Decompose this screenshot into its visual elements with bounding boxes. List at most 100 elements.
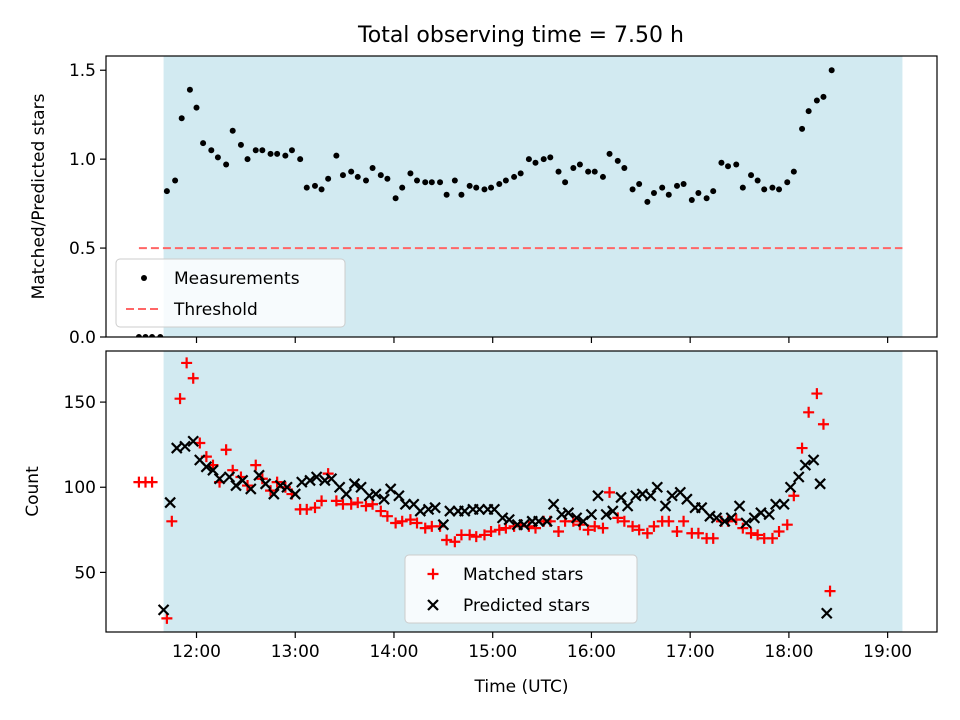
- point-top-0-39: [422, 179, 429, 186]
- point-bottom-0-30: [352, 497, 364, 509]
- point-top-0-11: [214, 154, 221, 161]
- point-top-0-53: [525, 156, 532, 163]
- point-top-0-81: [733, 161, 740, 168]
- point-bottom-1-87: [799, 459, 812, 471]
- point-bottom-1-18: [289, 488, 302, 500]
- point-top-0-75: [688, 197, 695, 204]
- ytick-label-top-1: 0.5: [69, 239, 96, 259]
- point-top-0-51: [511, 173, 518, 180]
- point-top-0-77: [703, 195, 710, 202]
- point-top-0-52: [517, 170, 524, 177]
- point-bottom-0-57: [553, 526, 565, 538]
- point-top-0-15: [244, 156, 251, 163]
- point-bottom-1-43: [473, 503, 486, 516]
- point-bottom-1-32: [393, 489, 405, 502]
- point-bottom-1-4: [187, 435, 199, 448]
- point-top-0-73: [674, 182, 681, 189]
- bottom-panel: 50 100 150 12:00 13:00 14:00 15:00 16:00 17:00 18…: [23, 350, 938, 697]
- point-bottom-1-45: [488, 503, 501, 516]
- point-top-0-76: [695, 189, 702, 196]
- point-top-0-33: [377, 172, 384, 179]
- point-bottom-1-33: [399, 498, 412, 511]
- point-top-0-13: [229, 127, 236, 134]
- point-bottom-1-63: [621, 500, 634, 512]
- point-top-0-46: [473, 184, 480, 191]
- point-top-0-60: [576, 161, 583, 168]
- point-top-0-70: [650, 189, 657, 196]
- point-top-0-62: [591, 168, 598, 175]
- point-bottom-0-83: [745, 527, 757, 539]
- point-bottom-1-38: [437, 518, 450, 531]
- ylabel-top: Matched/Predicted stars: [29, 93, 49, 299]
- point-bottom-1-12: [245, 483, 257, 495]
- point-bottom-1-64: [630, 489, 642, 502]
- point-bottom-1-85: [784, 481, 797, 494]
- point-bottom-0-6: [181, 357, 193, 369]
- top-panel: 0.0 0.5 1.0 1.5 Matched/Predicted stars Measu…: [29, 55, 938, 348]
- point-bottom-1-83: [769, 498, 782, 511]
- point-top-0-50: [502, 177, 509, 184]
- point-top-0-3: [157, 334, 164, 337]
- point-top-0-67: [629, 186, 636, 193]
- point-top-0-91: [805, 108, 812, 115]
- xtick-label-bottom-5: 17:00: [666, 642, 715, 662]
- point-bottom-1-47: [503, 513, 515, 526]
- point-top-0-34: [384, 175, 391, 182]
- plot-area: [135, 67, 903, 337]
- point-bottom-1-1: [164, 496, 176, 509]
- point-bottom-0-78: [707, 532, 719, 544]
- point-top-0-4: [163, 188, 170, 195]
- point-bottom-0-27: [330, 495, 342, 507]
- xtick-label-bottom-3: 15:00: [468, 642, 517, 662]
- point-top-0-5: [172, 177, 179, 184]
- axes-frame: [105, 350, 938, 633]
- point-top-0-12: [223, 161, 230, 168]
- point-bottom-1-59: [592, 489, 604, 502]
- point-bottom-1-77: [725, 512, 738, 524]
- point-bottom-0-34: [381, 510, 393, 522]
- point-bottom-0-39: [419, 522, 431, 534]
- point-bottom-0-5: [174, 393, 186, 405]
- point-bottom-0-94: [824, 585, 836, 597]
- point-bottom-0-7: [187, 372, 199, 384]
- point-bottom-1-86: [792, 471, 805, 483]
- point-bottom-1-14: [259, 478, 272, 490]
- point-bottom-1-13: [253, 469, 265, 482]
- point-top-0-69: [644, 198, 651, 205]
- point-bottom-0-23: [301, 503, 313, 515]
- point-top-0-68: [636, 181, 643, 188]
- point-top-0-29: [348, 168, 355, 175]
- point-bottom-1-30: [378, 493, 390, 505]
- point-top-0-22: [297, 156, 304, 163]
- point-top-0-30: [354, 173, 361, 180]
- point-bottom-1-54: [556, 508, 568, 521]
- series-measurements: [135, 67, 835, 337]
- point-top-0-74: [680, 181, 687, 188]
- point-top-0-56: [547, 154, 554, 161]
- ytick-label-top-0: 0.0: [69, 328, 96, 348]
- point-top-0-14: [237, 141, 244, 148]
- ytick-label-bottom-0: 50: [74, 563, 96, 583]
- point-bottom-1-23: [325, 472, 338, 485]
- point-bottom-1-20: [304, 474, 316, 487]
- point-bottom-1-9: [223, 471, 236, 483]
- xtick-label-bottom-0: 12:00: [172, 642, 221, 662]
- legend-top-label-1: Threshold: [173, 300, 258, 320]
- point-top-0-27: [333, 152, 340, 159]
- point-top-0-25: [318, 186, 325, 193]
- point-bottom-0-89: [788, 490, 800, 502]
- point-top-0-84: [754, 177, 761, 184]
- point-bottom-1-15: [268, 488, 280, 500]
- point-bottom-0-90: [796, 442, 808, 454]
- point-top-0-83: [748, 172, 755, 179]
- figure-title: Total observing time = 7.50 h: [357, 23, 684, 48]
- point-top-0-45: [466, 182, 473, 189]
- point-top-0-10: [208, 147, 215, 154]
- point-top-0-94: [828, 67, 835, 74]
- ylabel-bottom: Count: [23, 466, 43, 517]
- point-bottom-0-38: [411, 517, 423, 529]
- point-top-0-21: [288, 147, 295, 154]
- point-bottom-1-66: [644, 489, 657, 502]
- point-bottom-0-86: [766, 532, 778, 544]
- point-top-0-2: [149, 334, 156, 337]
